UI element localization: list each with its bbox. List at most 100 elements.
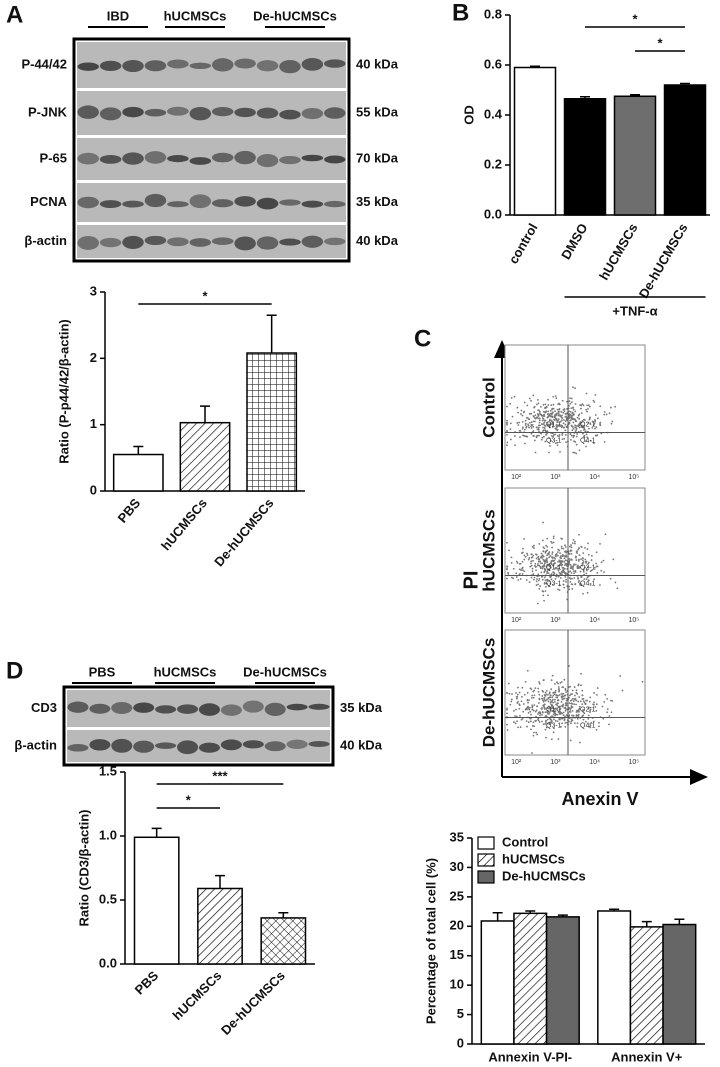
flow-dot: [523, 693, 526, 696]
flow-dot: [526, 554, 529, 556]
flow-dot: [569, 419, 572, 422]
flow-dot: [578, 547, 580, 549]
flow-dot: [526, 416, 529, 419]
flow-dot: [509, 438, 512, 441]
flow-dot: [528, 708, 531, 711]
flow-dot: [523, 554, 526, 557]
flow-dot: [554, 691, 557, 694]
flow-dot: [535, 426, 538, 429]
flow-dot: [513, 395, 516, 398]
flow-dot: [587, 707, 590, 710]
flow-dot: [581, 689, 584, 692]
flow-dot: [596, 693, 598, 696]
flow-dot: [510, 556, 513, 559]
flow-dot: [562, 711, 565, 714]
flow-dot: [558, 690, 561, 693]
flow-dot: [572, 436, 575, 439]
flow-dot: [560, 700, 563, 703]
y-tick-label: 10: [450, 977, 464, 992]
flow-dot: [537, 556, 540, 559]
error-bar: [278, 912, 289, 918]
flow-dot: [557, 551, 559, 554]
y-tick-label: 1: [90, 416, 97, 431]
flow-dot: [553, 718, 555, 721]
flow-dot: [543, 567, 546, 570]
flow-dot: [574, 571, 577, 573]
flow-dot: [547, 398, 549, 401]
flow-dot: [549, 566, 552, 569]
flow-dot: [554, 417, 557, 420]
flow-dot: [604, 533, 607, 536]
flow-dot: [580, 424, 583, 427]
flow-dot: [524, 422, 527, 425]
flow-dot: [588, 418, 591, 421]
flow-dot: [560, 571, 563, 574]
flow-tick: 10⁴: [589, 759, 600, 766]
flow-dot: [584, 566, 586, 569]
flow-dot: [559, 552, 561, 554]
flow-dot: [536, 564, 539, 567]
flow-dot: [551, 542, 553, 544]
flow-dot: [526, 691, 529, 694]
flow-dot: [542, 429, 545, 432]
flow-dot: [541, 419, 544, 422]
flow-dot: [579, 570, 582, 573]
legend-label: Control: [502, 834, 548, 849]
flow-dot: [574, 563, 577, 566]
flow-dot: [576, 552, 579, 555]
x-tick-label: hUCMSCs: [596, 221, 640, 283]
flow-dot: [562, 714, 565, 717]
flow-dot: [573, 722, 576, 724]
flow-dot: [506, 567, 508, 570]
flow-dot: [549, 698, 552, 701]
legend-label: De-hUCMSCs: [502, 868, 586, 883]
flow-dot: [517, 579, 520, 581]
blot-band: [264, 702, 286, 716]
flow-dot: [556, 720, 559, 723]
flow-dot: [556, 425, 559, 427]
flow-dot: [593, 422, 596, 425]
y-tick-label: 5: [457, 1006, 464, 1021]
flow-dot: [561, 425, 563, 428]
flow-dot: [553, 693, 556, 696]
flow-dot: [517, 411, 520, 414]
flow-dot: [533, 439, 536, 442]
flow-dot: [554, 395, 557, 397]
blot-size: 35 kDa: [340, 700, 383, 715]
flow-dot: [545, 711, 547, 713]
flow-dot: [561, 414, 563, 417]
flow-dot: [557, 588, 559, 591]
flow-dot: [544, 579, 547, 582]
flow-dot: [560, 681, 563, 683]
flow-dot: [546, 560, 549, 563]
flow-dot: [546, 582, 548, 585]
flow-dot: [594, 414, 597, 416]
flow-dot: [552, 407, 555, 410]
flow-tick: 10⁵: [628, 759, 639, 766]
flow-dot: [589, 709, 592, 712]
flow-dot: [529, 720, 532, 723]
flow-dot: [552, 727, 555, 730]
flow-dot: [561, 693, 564, 695]
flow-dot: [584, 547, 586, 549]
flow-dot: [546, 554, 548, 557]
flow-dot: [535, 580, 538, 583]
flow-dot: [570, 577, 573, 580]
flow-dot: [523, 537, 526, 540]
flow-dot: [542, 558, 545, 561]
flow-dot: [528, 581, 531, 584]
y-tick-label: 2: [90, 350, 97, 365]
flow-dot: [524, 424, 527, 426]
flow-dot: [600, 561, 603, 564]
flow-dot: [581, 694, 584, 697]
flow-dot: [565, 426, 568, 429]
flow-dot: [583, 435, 585, 438]
bar: [629, 926, 664, 1045]
blot-size: 35 kDa: [356, 194, 399, 209]
flow-dot: [535, 436, 538, 439]
flow-dot: [562, 697, 565, 700]
flow-dot: [532, 394, 535, 397]
flow-dot: [513, 435, 516, 437]
flow-dot: [568, 557, 571, 560]
flow-dot: [546, 421, 549, 424]
